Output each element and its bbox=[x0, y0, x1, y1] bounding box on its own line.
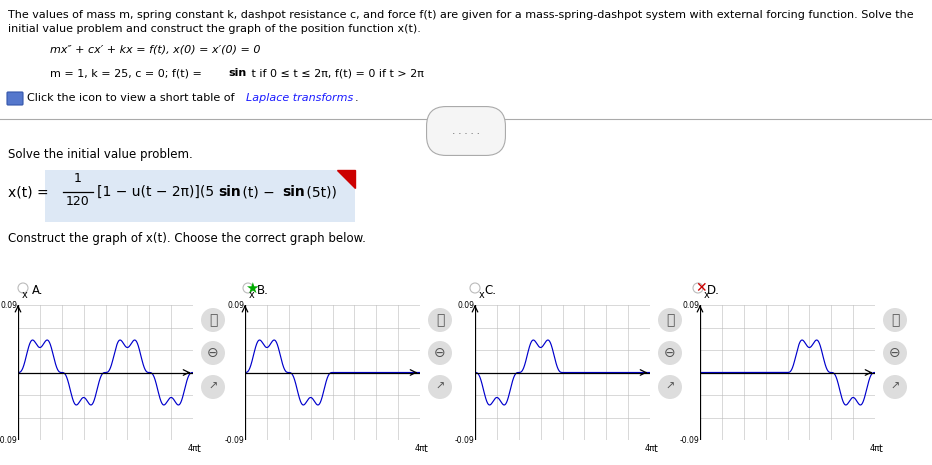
Text: C.: C. bbox=[484, 284, 496, 297]
Text: Solve the initial value problem.: Solve the initial value problem. bbox=[8, 148, 193, 161]
FancyBboxPatch shape bbox=[45, 170, 355, 222]
Text: -0.09: -0.09 bbox=[455, 436, 474, 445]
Text: -0.09: -0.09 bbox=[0, 436, 18, 445]
Text: ⊖: ⊖ bbox=[889, 346, 901, 360]
Circle shape bbox=[428, 375, 452, 399]
Text: 0.09: 0.09 bbox=[227, 300, 244, 310]
Text: mx″ + cx′ + kx = f(t), x(0) = x′(0) = 0: mx″ + cx′ + kx = f(t), x(0) = x′(0) = 0 bbox=[50, 45, 261, 55]
Text: sin: sin bbox=[218, 185, 240, 199]
Text: x: x bbox=[704, 290, 709, 299]
Text: 0.09: 0.09 bbox=[0, 300, 18, 310]
Text: ⌕: ⌕ bbox=[891, 313, 899, 327]
Text: -0.09: -0.09 bbox=[679, 436, 699, 445]
Circle shape bbox=[428, 341, 452, 365]
Text: Click the icon to view a short table of: Click the icon to view a short table of bbox=[27, 93, 238, 103]
Text: x(t) =: x(t) = bbox=[8, 185, 53, 199]
Text: ↗: ↗ bbox=[665, 382, 675, 392]
Text: Laplace transforms: Laplace transforms bbox=[246, 93, 353, 103]
Circle shape bbox=[883, 375, 907, 399]
Text: 4π: 4π bbox=[645, 444, 655, 453]
Text: 0.09: 0.09 bbox=[458, 300, 474, 310]
Circle shape bbox=[201, 375, 225, 399]
Circle shape bbox=[428, 308, 452, 332]
Text: t if 0 ≤ t ≤ 2π, f(t) = 0 if t > 2π: t if 0 ≤ t ≤ 2π, f(t) = 0 if t > 2π bbox=[248, 68, 424, 78]
Circle shape bbox=[883, 308, 907, 332]
Text: 1: 1 bbox=[74, 172, 82, 185]
Text: x: x bbox=[249, 290, 254, 299]
Text: B.: B. bbox=[257, 284, 268, 297]
Text: ↗: ↗ bbox=[435, 382, 445, 392]
Text: .: . bbox=[355, 93, 359, 103]
Text: t: t bbox=[423, 444, 428, 454]
Text: t: t bbox=[197, 444, 200, 454]
Text: m = 1, k = 25, c = 0; f(t) =: m = 1, k = 25, c = 0; f(t) = bbox=[50, 68, 205, 78]
Circle shape bbox=[883, 341, 907, 365]
Text: ✕: ✕ bbox=[695, 281, 706, 295]
Text: ★: ★ bbox=[245, 280, 258, 295]
Text: 120: 120 bbox=[66, 195, 89, 208]
Text: D.: D. bbox=[707, 284, 720, 297]
Text: ⊖: ⊖ bbox=[434, 346, 445, 360]
Text: [1 − u(t − 2π)](5: [1 − u(t − 2π)](5 bbox=[97, 185, 218, 199]
Text: (t) −: (t) − bbox=[238, 185, 279, 199]
Text: ⊖: ⊖ bbox=[207, 346, 219, 360]
Text: 0.09: 0.09 bbox=[682, 300, 699, 310]
Polygon shape bbox=[337, 170, 355, 188]
Text: t: t bbox=[879, 444, 883, 454]
Text: initial value problem and construct the graph of the position function x(t).: initial value problem and construct the … bbox=[8, 24, 421, 34]
Text: 4π: 4π bbox=[415, 444, 425, 453]
Text: ⌕: ⌕ bbox=[436, 313, 445, 327]
Text: -0.09: -0.09 bbox=[225, 436, 244, 445]
Text: Construct the graph of x(t). Choose the correct graph below.: Construct the graph of x(t). Choose the … bbox=[8, 232, 366, 245]
Text: (5t)): (5t)) bbox=[302, 185, 336, 199]
Text: t: t bbox=[653, 444, 657, 454]
Text: ⌕: ⌕ bbox=[209, 313, 217, 327]
Text: x: x bbox=[21, 290, 27, 299]
Text: ⊖: ⊖ bbox=[665, 346, 676, 360]
Text: . . . . .: . . . . . bbox=[446, 126, 486, 136]
FancyBboxPatch shape bbox=[7, 92, 23, 105]
Text: A.: A. bbox=[32, 284, 44, 297]
Circle shape bbox=[658, 341, 682, 365]
Circle shape bbox=[658, 375, 682, 399]
Text: ⌕: ⌕ bbox=[665, 313, 674, 327]
Text: The values of mass m, spring constant k, dashpot resistance c, and force f(t) ar: The values of mass m, spring constant k,… bbox=[8, 10, 913, 20]
Circle shape bbox=[658, 308, 682, 332]
Text: 4π: 4π bbox=[188, 444, 199, 453]
Circle shape bbox=[201, 341, 225, 365]
Circle shape bbox=[201, 308, 225, 332]
Text: ↗: ↗ bbox=[209, 382, 218, 392]
Text: sin: sin bbox=[228, 68, 246, 78]
Text: x: x bbox=[478, 290, 485, 299]
Text: sin: sin bbox=[282, 185, 305, 199]
Text: ↗: ↗ bbox=[890, 382, 899, 392]
Text: 4π: 4π bbox=[870, 444, 880, 453]
